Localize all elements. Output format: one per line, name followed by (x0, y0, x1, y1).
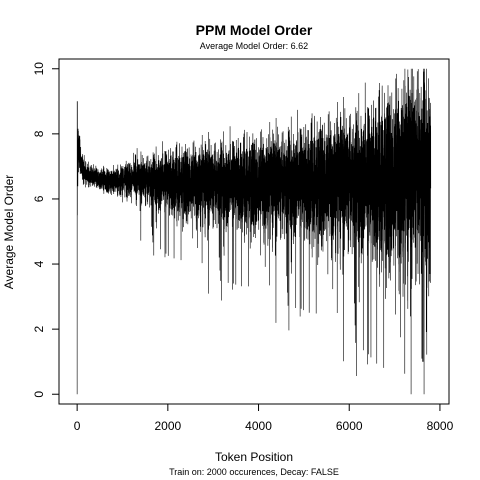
x-tick-label: 2000 (154, 419, 181, 433)
y-tick-label: 2 (32, 325, 46, 332)
chart-title: PPM Model Order (196, 22, 313, 38)
y-axis: 0 2 4 6 8 10 (32, 62, 60, 398)
y-axis-label: Average Model Order (2, 175, 16, 290)
y-tick-label: 6 (32, 195, 46, 202)
y-tick-label: 10 (32, 62, 46, 76)
series-path (76, 68, 432, 395)
chart-subtitle: Average Model Order: 6.62 (200, 41, 308, 51)
x-tick-label: 8000 (427, 419, 454, 433)
series-line (76, 68, 432, 395)
plot-area (76, 68, 432, 395)
x-axis-label: Token Position (215, 450, 293, 464)
x-tick-label: 0 (74, 419, 81, 433)
x-axis: 0 2000 4000 6000 8000 (74, 403, 454, 433)
chart-footnote: Train on: 2000 occurences, Decay: FALSE (169, 467, 339, 477)
y-tick-label: 4 (32, 260, 46, 267)
y-tick-label: 8 (32, 130, 46, 137)
x-tick-label: 6000 (336, 419, 363, 433)
x-tick-label: 4000 (245, 419, 272, 433)
y-tick-label: 0 (32, 391, 46, 398)
